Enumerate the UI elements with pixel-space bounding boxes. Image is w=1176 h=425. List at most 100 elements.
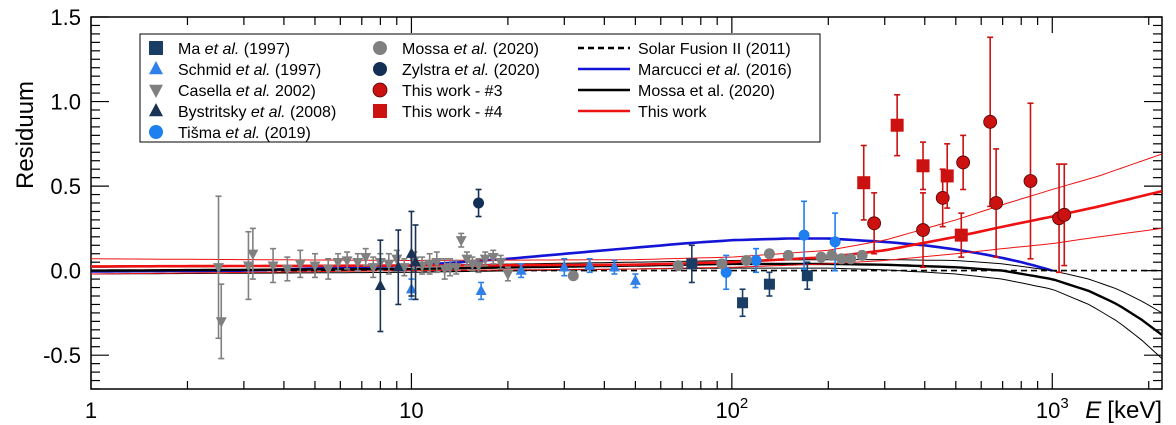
point-schmid-et-al-1997 <box>515 264 527 275</box>
point-casella-et-al-2002 <box>450 263 462 274</box>
point-this-work-3 <box>983 114 998 129</box>
legend-et-al: et al. <box>251 104 286 121</box>
point-casella-et-al-2002 <box>215 317 227 328</box>
legend-label: Marcucci et al. (2016) <box>638 62 792 79</box>
point-casella-et-al-2002 <box>341 256 353 267</box>
point-casella-et-al-2002 <box>431 258 443 269</box>
x-tick-label-exponent: 2 <box>740 395 748 412</box>
legend-et-al: et al. <box>706 62 741 79</box>
point-this-work-4 <box>940 169 954 183</box>
point-mossa-et-al-2020 <box>763 248 775 260</box>
point-this-work-3 <box>916 223 930 237</box>
legend-label: This work - #3 <box>402 83 503 100</box>
x-tick-labels: 1 10 102 103 <box>85 395 1069 423</box>
point-casella-et-al-2002 <box>267 261 279 272</box>
curve-this-work <box>91 189 1162 268</box>
point-mossa-et-al-2020 <box>815 251 827 263</box>
legend-marker <box>149 102 163 117</box>
point-mossa-et-al-2020 <box>836 253 848 265</box>
point-mossa-et-al-2020 <box>826 249 838 261</box>
legend-author: Casella <box>178 83 236 100</box>
legend-label: This work - #4 <box>402 104 503 121</box>
point-this-work-3 <box>1023 174 1038 188</box>
point-casella-et-al-2002 <box>502 269 514 281</box>
point-casella-et-al-2002 <box>332 258 344 269</box>
point-casella-et-al-2002 <box>479 254 491 266</box>
point-mossa-et-al-2020 <box>782 249 794 261</box>
legend-year: (2019) <box>260 125 311 142</box>
y-tick-label: 0.5 <box>50 174 81 199</box>
legend-marker <box>373 104 387 118</box>
legend-year: (1997) <box>270 62 321 79</box>
point-mossa-et-al-2020 <box>856 249 868 261</box>
point-this-work-4 <box>954 228 968 242</box>
legend-label: Bystritsky et al. (2008) <box>178 104 336 121</box>
series-this-work-3 <box>867 36 1072 274</box>
x-axis-variable: E <box>1085 397 1102 424</box>
y-axis-title: Residuum <box>12 81 39 189</box>
legend-label: Tišma et al. (2019) <box>178 125 311 142</box>
point-casella-et-al-2002 <box>322 264 334 276</box>
point-ti-ma-et-al-2019 <box>720 266 732 278</box>
y-tick-label: 0.0 <box>50 259 81 284</box>
legend-et-al: et al. <box>205 41 240 58</box>
x-tick-label: 103 <box>1036 395 1069 423</box>
legend-label: Zylstra et al. (2020) <box>402 62 540 79</box>
legend-author: Zylstra <box>402 62 454 79</box>
point-mossa-et-al-2020 <box>716 258 728 270</box>
x-axis-title: E [keV] <box>1085 397 1162 424</box>
legend-label: Casella et al. 2002) <box>178 83 316 100</box>
point-casella-et-al-2002 <box>495 258 507 269</box>
legend-et-al: et al. <box>454 41 489 58</box>
point-casella-et-al-2002 <box>391 254 403 266</box>
x-tick-label-exponent: 3 <box>1060 395 1068 412</box>
point-bystritsky-et-al-2008 <box>405 247 417 258</box>
legend-author: Tišma <box>178 125 225 142</box>
legend-marker <box>149 60 163 75</box>
point-zylstra-et-al-2020 <box>473 197 485 209</box>
point-this-work-4 <box>916 159 930 173</box>
legend-marker <box>149 125 163 139</box>
legend-year: 2002) <box>271 83 316 100</box>
point-casella-et-al-2002 <box>473 261 485 272</box>
legend-label: Schmid et al. (1997) <box>178 62 321 79</box>
x-axis-unit: [keV] <box>1107 397 1162 424</box>
legend-author: Bystritsky <box>178 104 251 121</box>
legend-et-al: et al. <box>236 83 271 100</box>
x-tick-label-base: 1 <box>85 398 97 423</box>
x-tick-label: 102 <box>715 395 748 423</box>
legend-label: Mossa et al. (2020) <box>402 41 539 58</box>
point-mossa-et-al-2020 <box>845 253 857 265</box>
legend-year: (2020) <box>489 62 540 79</box>
legend-author: Ma <box>178 41 205 58</box>
point-casella-et-al-2002 <box>455 236 467 247</box>
point-this-work-3 <box>989 196 1004 210</box>
point-ti-ma-et-al-2019 <box>829 236 841 248</box>
x-tick-label-base: 10 <box>1036 398 1060 423</box>
point-ti-ma-et-al-2019 <box>798 229 810 241</box>
point-bystritsky-et-al-2008 <box>410 255 422 267</box>
point-ma-et-al-1997 <box>737 297 749 309</box>
legend-marker <box>372 82 388 98</box>
point-this-work-4 <box>857 176 871 190</box>
point-ma-et-al-1997 <box>763 278 775 290</box>
point-schmid-et-al-1997 <box>608 260 620 272</box>
legend-year: (2020) <box>488 41 539 58</box>
y-tick-labels: -0.5 0.0 0.5 1.0 1.5 <box>43 5 81 368</box>
point-this-work-3 <box>935 191 950 205</box>
legend-label: Solar Fusion II (2011) <box>638 41 791 58</box>
legend-label: This work <box>638 104 707 121</box>
point-casella-et-al-2002 <box>213 263 225 274</box>
point-casella-et-al-2002 <box>383 259 395 271</box>
point-mossa-et-al-2020 <box>672 260 684 272</box>
legend-year: (2008) <box>286 104 337 121</box>
x-tick-label: 1 <box>85 398 97 423</box>
point-casella-et-al-2002 <box>247 249 259 261</box>
legend-year: (1997) <box>239 41 290 58</box>
point-schmid-et-al-1997 <box>584 259 596 270</box>
point-casella-et-al-2002 <box>424 259 436 271</box>
legend-label: Ma et al. (1997) <box>178 41 290 58</box>
legend-label: Mossa et al. (2020) <box>638 83 775 100</box>
y-tick-label: 1.5 <box>50 5 81 30</box>
legend-author: Mossa <box>402 41 454 58</box>
